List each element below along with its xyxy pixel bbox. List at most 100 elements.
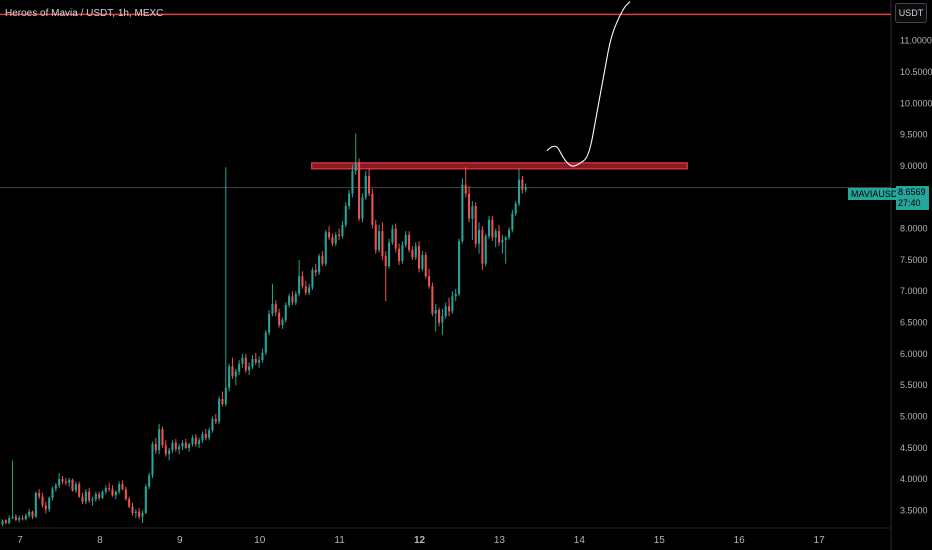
candle [128, 496, 131, 508]
x-tick-label: 7 [17, 535, 23, 546]
candle [361, 193, 364, 223]
candle-body [274, 303, 277, 313]
candle-body [441, 316, 444, 323]
candle-body [344, 206, 347, 225]
candle-body [4, 520, 7, 523]
candle [151, 441, 154, 478]
projection-curve[interactable] [546, 1, 631, 167]
candle [504, 236, 507, 264]
candle [318, 253, 321, 275]
candle-body [424, 254, 427, 277]
candle-body [304, 286, 307, 293]
resistance-zone-group [311, 162, 688, 170]
candle [178, 444, 181, 455]
candle [94, 491, 97, 502]
candle [251, 355, 254, 369]
candle-body [114, 491, 117, 496]
candle [484, 233, 487, 267]
candle [304, 281, 307, 296]
candle-body [98, 494, 101, 498]
price-tag-value-box: 8.6569 27:40 [896, 186, 929, 210]
candle [258, 356, 261, 368]
candle [141, 510, 144, 523]
candle-body [104, 487, 107, 492]
candle-body [61, 479, 64, 482]
candle [44, 501, 47, 514]
resistance-zone[interactable] [311, 162, 688, 170]
candle [428, 268, 431, 289]
candle [508, 227, 511, 240]
candle [391, 224, 394, 245]
candle-body [448, 306, 451, 312]
candle-body [244, 357, 247, 371]
candle [341, 221, 344, 239]
candle-body [138, 511, 141, 517]
candle [431, 282, 434, 317]
candle [501, 234, 504, 254]
candle [144, 484, 147, 515]
candle-body [198, 440, 201, 445]
candle [68, 477, 71, 487]
candle [78, 481, 81, 498]
candle-body [171, 442, 174, 451]
candle-body [298, 276, 301, 294]
candle-body [184, 442, 187, 448]
candle [461, 178, 464, 244]
candle-body [471, 206, 474, 219]
candle-body [158, 429, 161, 451]
candle [348, 189, 351, 210]
candle [88, 487, 91, 503]
candle [494, 228, 497, 248]
candle-body [181, 442, 184, 447]
candle-body [121, 484, 124, 490]
candle-body [508, 229, 511, 238]
candle-body [394, 228, 397, 249]
candle-body [294, 293, 297, 303]
candle-body [514, 203, 517, 214]
candle [28, 509, 31, 518]
candle-body [8, 517, 11, 523]
candle [401, 241, 404, 264]
candle-body [264, 332, 267, 353]
x-tick-label: 11 [334, 535, 345, 546]
candle-body [444, 306, 447, 317]
candle-body [51, 488, 54, 498]
candle-body [261, 352, 264, 361]
candle-body [178, 446, 181, 450]
candle [478, 222, 481, 254]
candle-body [474, 206, 477, 244]
candle [418, 241, 421, 273]
candle [254, 352, 257, 366]
candle [448, 297, 451, 317]
candle-body [358, 162, 361, 219]
candle [224, 167, 227, 407]
y-tick-label: 11.0000 [900, 36, 932, 46]
candle-body [214, 419, 217, 422]
candle-body [391, 228, 394, 243]
candle-body [461, 184, 464, 242]
candle-body [291, 296, 294, 303]
candle [354, 133, 357, 175]
candle [511, 209, 514, 233]
candle [384, 251, 387, 302]
chart-title: Heroes of Mavia / USDT, 1h, MEXC [5, 8, 163, 19]
candle [51, 486, 54, 501]
candle [31, 510, 34, 520]
candle-body [301, 276, 304, 287]
y-tick-label: 10.0000 [900, 98, 932, 108]
candle [321, 251, 324, 267]
candle-body [354, 162, 357, 171]
currency-button[interactable]: USDT [895, 3, 927, 23]
candle-body [388, 242, 391, 267]
candle [444, 302, 447, 319]
candle [338, 228, 341, 240]
candle [54, 482, 57, 492]
candle [241, 353, 244, 368]
candle-body [328, 232, 331, 238]
candle [4, 519, 7, 525]
candle [131, 502, 134, 516]
candle [118, 481, 121, 495]
candle-body [148, 475, 151, 487]
candle-body [251, 358, 254, 367]
